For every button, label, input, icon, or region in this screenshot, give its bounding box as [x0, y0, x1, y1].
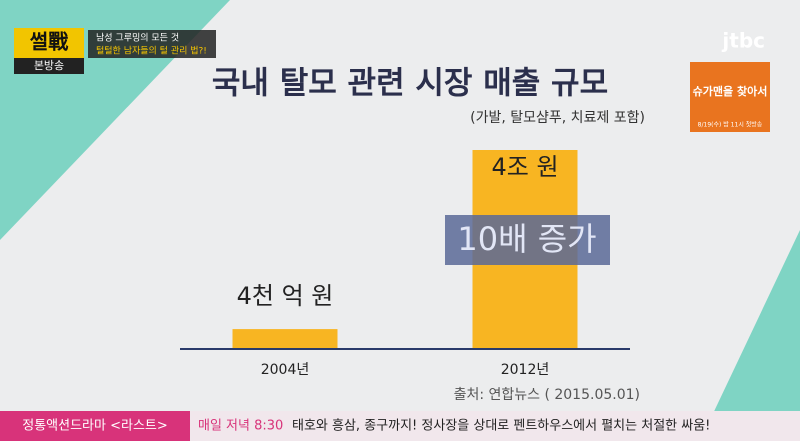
ticker-label-box	[0, 411, 190, 441]
promo-title: 슈가맨을 찾아서	[693, 84, 768, 98]
x-tick-label: 2012년	[501, 362, 550, 378]
ticker-label: 정통액션드라마 <라스트>	[22, 419, 168, 434]
bar	[232, 329, 338, 349]
logo-sub: 본방송	[34, 59, 64, 72]
topic: 남성 그루밍의 모든 것	[96, 33, 179, 44]
source: 출처: 연합뉴스 ( 2015.05.01)	[454, 387, 640, 403]
chart-title: 국내 탈모 관련 시장 매출 규모	[212, 66, 608, 102]
channel-logo: jtbc	[721, 29, 765, 53]
ticker-time: 매일 저녁 8:30	[198, 419, 283, 434]
topic-box	[88, 30, 216, 58]
ticker-text: 태호와 흥삼, 종구까지! 정사장을 상대로 펜트하우스에서 펼치는 처절한 싸…	[292, 419, 710, 434]
annotation: 10배 증가	[457, 220, 596, 258]
topic: 털털한 남자들의 털 관리 법?!	[96, 45, 207, 57]
x-tick-label: 2004년	[261, 362, 310, 378]
value-label: 4조 원	[491, 153, 558, 181]
value-label: 4천 억 원	[237, 282, 334, 310]
logo: 썰戰	[30, 30, 68, 54]
annotation-box	[445, 215, 610, 265]
promo-time: 8/19(수) 밤 11시 첫방송	[698, 121, 763, 129]
promo-box	[690, 62, 770, 132]
logo-sub-box	[14, 58, 84, 74]
logo-box	[14, 28, 84, 58]
chart-subtitle: (가발, 탈모샴푸, 치료제 포함)	[470, 110, 645, 126]
